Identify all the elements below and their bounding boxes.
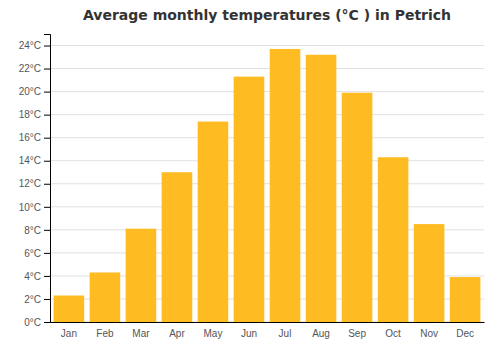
bar	[162, 172, 193, 322]
y-tick: 24°C	[19, 40, 50, 51]
grid-line	[50, 68, 484, 69]
grid-line	[50, 137, 484, 138]
bar	[234, 77, 265, 322]
bar	[306, 55, 337, 322]
x-tick: Jan	[61, 328, 77, 339]
bars	[54, 49, 481, 322]
x-tick: Apr	[169, 328, 185, 339]
y-axis-line	[44, 35, 51, 323]
bar	[414, 224, 445, 322]
bar	[126, 229, 157, 322]
title: Average monthly temperatures (°C ) in Pe…	[83, 7, 451, 23]
x-tick-label: Dec	[456, 328, 474, 339]
bar	[198, 122, 229, 322]
x-tick: Oct	[385, 328, 401, 339]
y-tick-mark	[44, 46, 50, 47]
x-tick: Dec	[456, 328, 474, 339]
y-tick-mark	[44, 299, 50, 300]
grid-line	[50, 183, 484, 184]
chart: 0°C 2°C 4°C 6°C 8°C 10°C 12°C 14°C 16°C 18°C 20°C 2…	[0, 0, 500, 350]
y-tick: 6°C	[24, 248, 50, 259]
y-tick: 18°C	[19, 109, 50, 120]
y-tick-mark	[44, 207, 50, 208]
x-tick: May	[204, 328, 223, 339]
y-tick-mark	[44, 138, 50, 139]
y-tick-label: 18°C	[19, 109, 41, 120]
y-tick-label: 12°C	[19, 178, 41, 189]
bar	[450, 277, 481, 322]
x-axis: Jan Feb Mar Apr May Jun Jul Aug Sep Oct Nov Dec	[51, 323, 485, 340]
y-tick-label: 10°C	[19, 202, 41, 213]
y-tick-label: 2°C	[24, 294, 41, 305]
y-tick: 12°C	[19, 178, 50, 189]
y-tick-mark	[44, 92, 50, 93]
plot: 0°C 2°C 4°C 6°C 8°C 10°C 12°C 14°C 16°C 18°C 20°C 2…	[19, 35, 485, 340]
y-tick: 10°C	[19, 202, 50, 213]
y-tick-label: 20°C	[19, 86, 41, 97]
y-tick: 22°C	[19, 63, 50, 74]
x-tick-label: Oct	[385, 328, 401, 339]
x-axis-line	[51, 322, 485, 323]
y-tick: 0°C	[24, 317, 50, 328]
y-tick: 14°C	[19, 155, 50, 166]
x-tick-label: Apr	[169, 328, 185, 339]
grid	[50, 46, 484, 322]
bar	[54, 296, 85, 322]
y-tick-mark	[44, 69, 50, 70]
y-tick: 20°C	[19, 86, 50, 97]
y-tick-label: 16°C	[19, 132, 41, 143]
y-axis: 0°C 2°C 4°C 6°C 8°C 10°C 12°C 14°C 16°C 18°C 20°C 2…	[19, 35, 51, 328]
y-tick: 2°C	[24, 294, 50, 305]
x-tick-label: Jun	[241, 328, 257, 339]
x-tick-label: Sep	[348, 328, 366, 339]
x-tick: Aug	[312, 328, 330, 339]
y-tick-mark	[44, 253, 50, 254]
grid-line	[50, 114, 484, 115]
x-tick-label: May	[204, 328, 223, 339]
grid-line	[50, 45, 484, 46]
x-tick-label: Feb	[96, 328, 114, 339]
y-tick: 16°C	[19, 132, 50, 143]
y-tick-mark	[44, 230, 50, 231]
y-tick-mark	[44, 322, 50, 323]
y-tick-label: 4°C	[24, 271, 41, 282]
y-tick-label: 24°C	[19, 40, 41, 51]
y-tick-label: 8°C	[24, 225, 41, 236]
grid-line	[50, 160, 484, 161]
y-tick-label: 6°C	[24, 248, 41, 259]
y-tick: 4°C	[24, 271, 50, 282]
bar	[378, 157, 409, 322]
y-tick-mark	[44, 115, 50, 116]
y-tick-label: 0°C	[24, 317, 41, 328]
grid-line	[50, 91, 484, 92]
x-tick-label: Nov	[420, 328, 438, 339]
grid-line	[50, 206, 484, 207]
bar	[90, 272, 121, 322]
y-tick-label: 14°C	[19, 155, 41, 166]
y-tick-mark	[44, 184, 50, 185]
y-tick-mark	[44, 276, 50, 277]
x-tick-label: Aug	[312, 328, 330, 339]
x-tick: Jun	[241, 328, 257, 339]
x-tick-label: Mar	[132, 328, 150, 339]
x-tick: Nov	[420, 328, 438, 339]
x-tick-label: Jan	[61, 328, 77, 339]
bar	[342, 93, 373, 322]
bar	[270, 49, 301, 322]
x-tick: Feb	[96, 328, 114, 339]
x-tick: Jul	[279, 328, 292, 339]
x-tick: Sep	[348, 328, 366, 339]
y-tick-mark	[44, 161, 50, 162]
x-tick: Mar	[132, 328, 150, 339]
y-tick: 8°C	[24, 225, 50, 236]
x-tick-label: Jul	[279, 328, 292, 339]
y-tick-label: 22°C	[19, 63, 41, 74]
